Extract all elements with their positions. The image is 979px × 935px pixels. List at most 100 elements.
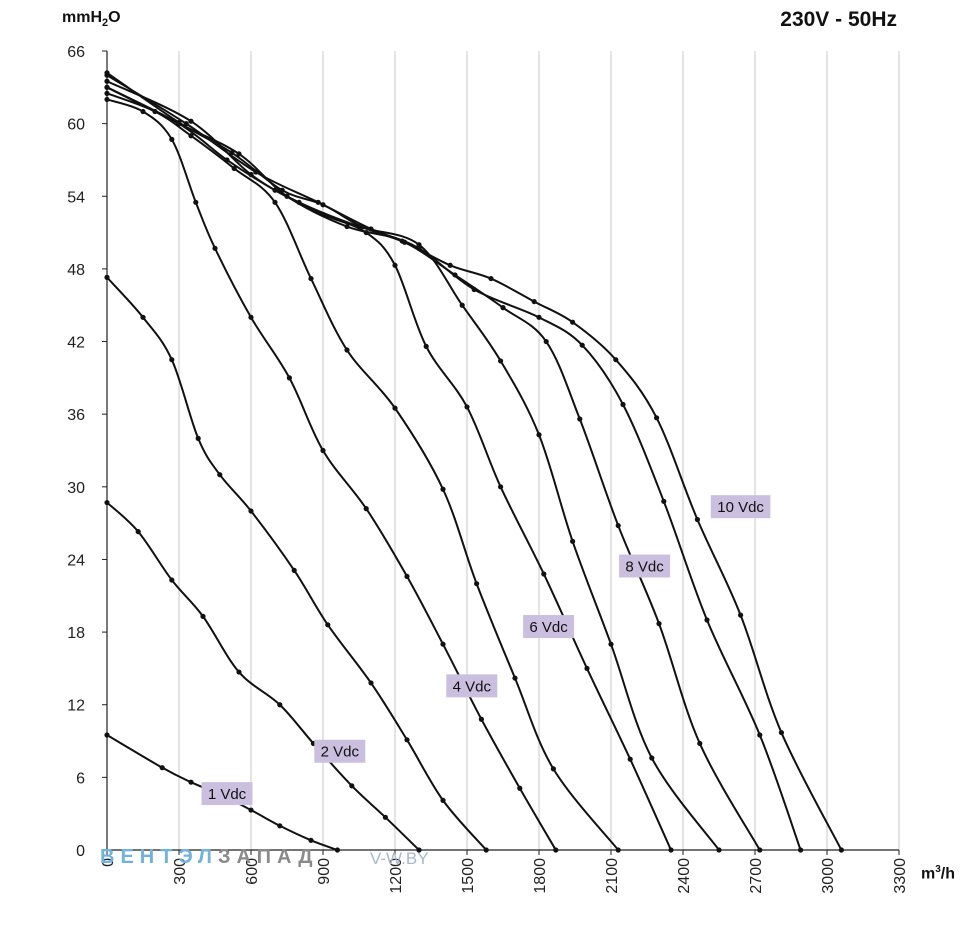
curve-10-point-8 xyxy=(447,262,453,268)
curve-label-bg-1 xyxy=(201,782,253,806)
curve-2-point-2 xyxy=(135,529,141,535)
curve-4-point-11 xyxy=(440,641,446,647)
curve-10 xyxy=(106,71,843,851)
curve-6-point-13 xyxy=(627,756,633,762)
curve-10-point-6 xyxy=(358,223,364,230)
curve-8-point-1 xyxy=(104,84,110,90)
x-tick-label-0: 0 xyxy=(100,858,117,867)
curve-8-point-3 xyxy=(236,151,242,157)
curve-8-point-13 xyxy=(697,740,703,747)
curve-7-point-6 xyxy=(416,242,422,248)
curve-8-point-8 xyxy=(500,305,506,311)
curve-6-point-12 xyxy=(584,665,590,672)
curve-9-point-14 xyxy=(798,847,804,853)
x-tick-label-600: 600 xyxy=(244,858,261,885)
curve-7 xyxy=(106,80,720,851)
curve-10-point-3 xyxy=(229,150,235,156)
x-tick-label-2400: 2400 xyxy=(676,858,693,894)
y-tick-label-6: 6 xyxy=(76,770,85,787)
curve-6-point-3 xyxy=(224,157,230,163)
curve-4-point-13 xyxy=(517,785,523,791)
curve-9-point-10 xyxy=(620,401,626,408)
x-tick-label-3000: 3000 xyxy=(820,858,837,894)
curve-2-point-10 xyxy=(416,847,422,853)
curve-8-point-4 xyxy=(284,193,290,199)
curve-3-point-9 xyxy=(368,680,374,686)
curve-2-point-3 xyxy=(169,577,175,583)
x-tick-label-300: 300 xyxy=(172,858,189,885)
curve-3-point-2 xyxy=(140,314,146,320)
curve-label-6: 6 Vdc xyxy=(529,619,568,636)
curve-4-point-4 xyxy=(193,199,199,205)
curve-10-point-16 xyxy=(778,729,785,736)
curve-label-1: 1 Vdc xyxy=(208,786,247,803)
curve-10-point-5 xyxy=(320,202,326,208)
curve-4-point-1 xyxy=(104,96,110,103)
curve-4-point-5 xyxy=(212,245,218,251)
y-tick-label-12: 12 xyxy=(67,698,85,715)
curve-5-point-11 xyxy=(512,675,518,681)
curve-4 xyxy=(106,98,557,851)
curve-9-point-12 xyxy=(704,617,710,623)
supply-voltage-title: 230V - 50Hz xyxy=(780,8,897,31)
x-tick-label-900: 900 xyxy=(316,858,333,885)
curve-2-point-5 xyxy=(236,669,242,675)
curve-3-point-7 xyxy=(291,567,297,573)
curve-5-point-12 xyxy=(550,766,557,772)
curve-label-bg-6 xyxy=(523,615,575,639)
curve-7-point-11 xyxy=(608,641,614,647)
chart-tick-labels: 0 6 12 18 24 30 36 42 48 54 60 66 0 300 600 900 1200 1500… xyxy=(67,44,909,894)
curve-7-point-12 xyxy=(649,755,655,761)
curve-9-point-7 xyxy=(471,286,477,293)
curve-1-point-5 xyxy=(248,807,254,813)
curve-1-point-7 xyxy=(308,837,314,843)
curve-5 xyxy=(106,92,619,851)
x-tick-label-1200: 1200 xyxy=(388,858,405,894)
curve-10-point-12 xyxy=(613,357,619,363)
watermark: ВЕНТЭЛЗАПАД V-W.BY xyxy=(100,846,429,869)
curve-4-point-7 xyxy=(286,375,292,381)
curve-label-bg-8 xyxy=(710,495,771,519)
curve-2-point-4 xyxy=(200,613,206,619)
curve-7-point-9 xyxy=(536,432,542,438)
curve-6-point-8 xyxy=(423,343,429,349)
curve-label-bg-3 xyxy=(314,739,366,763)
x-tick-label-2700: 2700 xyxy=(748,858,765,894)
curve-10-point-14 xyxy=(694,516,701,523)
curve-7-point-7 xyxy=(459,302,465,308)
curve-7-point-8 xyxy=(498,358,504,364)
curve-7-point-1 xyxy=(104,78,110,84)
curve-9-point-11 xyxy=(661,498,667,504)
curve-8-point-14 xyxy=(757,847,763,853)
curve-5-point-4 xyxy=(231,165,237,172)
curve-label-3: 2 Vdc xyxy=(321,744,360,761)
curve-8-point-10 xyxy=(577,416,583,422)
curve-5-point-1 xyxy=(104,90,110,96)
curve-10-point-10 xyxy=(531,298,537,305)
curve-label-bg-4 xyxy=(446,674,498,698)
curve-3-point-4 xyxy=(195,435,201,441)
curve-8-point-5 xyxy=(344,223,350,230)
curve-2-point-9 xyxy=(382,814,388,820)
curve-2-point-6 xyxy=(277,702,283,708)
curve-10-point-11 xyxy=(570,319,576,325)
curve-1-point-2 xyxy=(159,765,165,771)
curve-10-point-1 xyxy=(104,70,110,76)
curve-10-point-4 xyxy=(279,187,285,193)
x-tick-label-3300: 3300 xyxy=(892,858,909,894)
curve-1-point-3 xyxy=(188,779,194,785)
y-tick-label-18: 18 xyxy=(67,625,85,642)
curve-3-point-1 xyxy=(104,274,110,280)
curve-8-point-12 xyxy=(656,621,662,627)
curve-7-point-3 xyxy=(248,171,254,178)
curve-10-point-7 xyxy=(402,239,408,245)
curve-6-point-10 xyxy=(498,484,504,490)
y-tick-label-0: 0 xyxy=(76,843,85,860)
curve-7-point-10 xyxy=(570,538,576,544)
x-tick-label-2100: 2100 xyxy=(604,858,621,894)
curve-2-point-1 xyxy=(104,499,110,506)
curve-5-point-13 xyxy=(615,847,621,853)
curve-10-point-2 xyxy=(176,119,182,126)
chart-axes xyxy=(102,50,900,855)
